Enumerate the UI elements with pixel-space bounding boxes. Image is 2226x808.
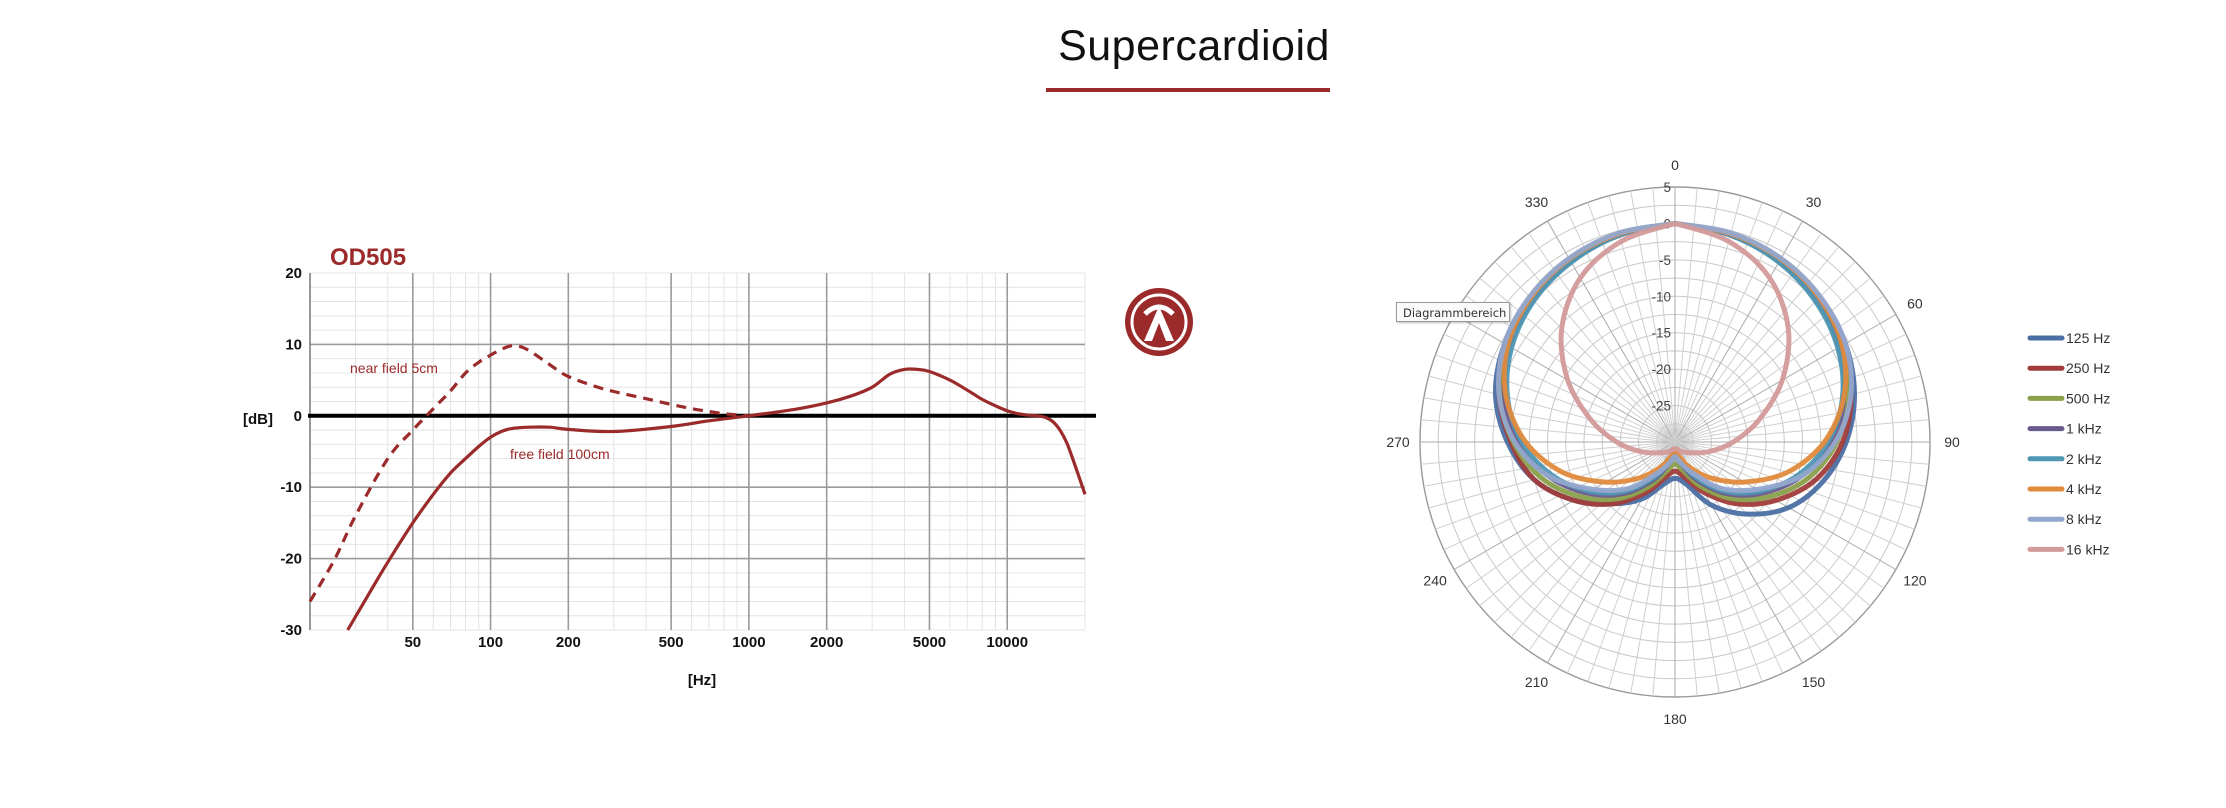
frequency-response-chart: 50 100 200 500 1000 2000 5000 10000 20100-10-20… — [243, 244, 1096, 689]
page-title: Supercardioid — [1058, 22, 1330, 70]
polar-angle-label: 150 — [1802, 674, 1826, 690]
polar-radial-label: -25 — [1651, 399, 1671, 414]
polar-angle-label: 180 — [1663, 711, 1687, 727]
fr-x-tick-label: 200 — [556, 634, 581, 651]
annotation-near-field: near field 5cm — [350, 360, 438, 376]
fr-y-axis-label: [dB] — [243, 411, 273, 428]
polar-gridlines — [1419, 186, 1931, 698]
fr-y-tick-labels: 20 10 0 -10 -20 -30 — [280, 265, 302, 639]
polar-angle-label: 30 — [1806, 194, 1822, 210]
polar-spoke — [1420, 419, 1676, 443]
polar-spoke — [1674, 295, 1885, 443]
polar-spoke — [1465, 441, 1676, 589]
polar-spoke — [1674, 246, 1840, 443]
polar-angle-label: 240 — [1423, 573, 1447, 589]
legend-label: 125 Hz — [2066, 330, 2110, 346]
polar-spoke — [1674, 441, 1856, 623]
fr-x-tick-label: 100 — [478, 634, 503, 651]
polar-spoke — [1652, 441, 1676, 697]
fr-series — [308, 344, 1087, 631]
polar-spoke — [1674, 419, 1930, 443]
polar-legend: 125 Hz 250 Hz 500 Hz 1 kHz 2 kHz 4 kHz 8 kHz 16… — [2027, 330, 2110, 557]
polar-series-16-khz — [1558, 221, 1792, 456]
polar-radial-label: -10 — [1651, 289, 1671, 304]
polar-spoke — [1674, 277, 1871, 443]
polar-spoke — [1674, 397, 1927, 443]
polar-spoke — [1674, 261, 1856, 443]
polar-spoke — [1420, 441, 1676, 465]
polar-series-8-khz — [1496, 220, 1854, 494]
fr-x-tick-label: 1000 — [732, 634, 765, 651]
polar-radial-labels: 50-5-10-15-20-25 — [1651, 180, 1671, 414]
fr-x-tick-label: 10000 — [986, 634, 1028, 651]
polar-radial-label: -20 — [1651, 362, 1671, 377]
polar-radial-label: 5 — [1663, 180, 1671, 195]
fr-y-tick-label: 0 — [294, 408, 302, 425]
polar-spoke — [1443, 333, 1676, 443]
legend-label: 250 Hz — [2066, 360, 2110, 376]
polar-spoke — [1510, 246, 1676, 443]
polar-angle-label: 210 — [1525, 674, 1549, 690]
polar-angle-labels: 0 30 60 90 120 150 180 210 240 270 330 — [1386, 157, 1960, 727]
fr-y-tick-label: 10 — [285, 336, 302, 353]
polar-angle-label: 120 — [1903, 573, 1927, 589]
polar-spoke — [1674, 441, 1871, 607]
polar-angle-label: 270 — [1386, 434, 1410, 450]
fr-x-tick-label: 5000 — [913, 634, 946, 651]
polar-spoke — [1435, 354, 1676, 443]
polar-radial-label: -15 — [1651, 326, 1671, 341]
fr-x-axis-label: [Hz] — [688, 672, 716, 689]
fr-x-tick-label: 50 — [404, 634, 421, 651]
polar-spoke — [1674, 441, 1885, 589]
legend-label: 16 kHz — [2066, 541, 2110, 557]
brand-logo — [1125, 288, 1193, 356]
polar-spoke — [1479, 441, 1676, 607]
legend-label: 2 kHz — [2066, 451, 2102, 467]
polar-pattern-chart: 0 30 60 90 120 150 180 210 240 270 330 50 -5 -10 -15 -… — [1386, 157, 1960, 727]
annotation-free-field: free field 100cm — [510, 446, 610, 462]
fr-y-tick-label: -10 — [280, 479, 302, 496]
legend-label: 500 Hz — [2066, 390, 2110, 406]
fr-y-tick-label: -20 — [280, 551, 302, 568]
polar-spoke — [1494, 261, 1676, 443]
polar-spoke — [1674, 441, 1897, 570]
legend-label: 1 kHz — [2066, 421, 2102, 437]
fr-x-tick-labels: 50 100 200 500 1000 2000 5000 10000 — [404, 634, 1028, 651]
polar-spoke — [1494, 441, 1676, 623]
legend-label: 8 kHz — [2066, 511, 2102, 527]
polar-angle-label: 330 — [1525, 194, 1549, 210]
legend-label: 4 kHz — [2066, 481, 2102, 497]
fr-x-tick-label: 2000 — [810, 634, 843, 651]
polar-series — [1492, 220, 1858, 517]
chart-area-tooltip: Diagrammbereich — [1396, 302, 1510, 322]
polar-spoke — [1453, 441, 1676, 570]
near-field-curve — [308, 344, 750, 603]
polar-spoke — [1428, 375, 1676, 443]
polar-spoke — [1674, 375, 1922, 443]
polar-angle-label: 90 — [1944, 434, 1960, 450]
free-field-curve — [346, 367, 1087, 631]
polar-spoke — [1674, 333, 1907, 443]
polar-spoke — [1479, 277, 1676, 443]
fr-y-tick-label: 20 — [285, 265, 302, 282]
polar-spoke — [1423, 397, 1676, 443]
polar-angle-label: 0 — [1671, 157, 1679, 173]
polar-spoke — [1674, 441, 1930, 465]
fr-chart-title: OD505 — [330, 244, 406, 271]
polar-spoke — [1674, 441, 1698, 697]
fr-gridlines — [308, 272, 1096, 631]
polar-angle-label: 60 — [1907, 296, 1923, 312]
polar-radial-label: -5 — [1659, 253, 1671, 268]
fr-y-tick-label: -30 — [280, 622, 302, 639]
fr-x-tick-label: 500 — [659, 634, 684, 651]
polar-spoke — [1674, 354, 1915, 443]
title-underline — [1046, 88, 1330, 92]
